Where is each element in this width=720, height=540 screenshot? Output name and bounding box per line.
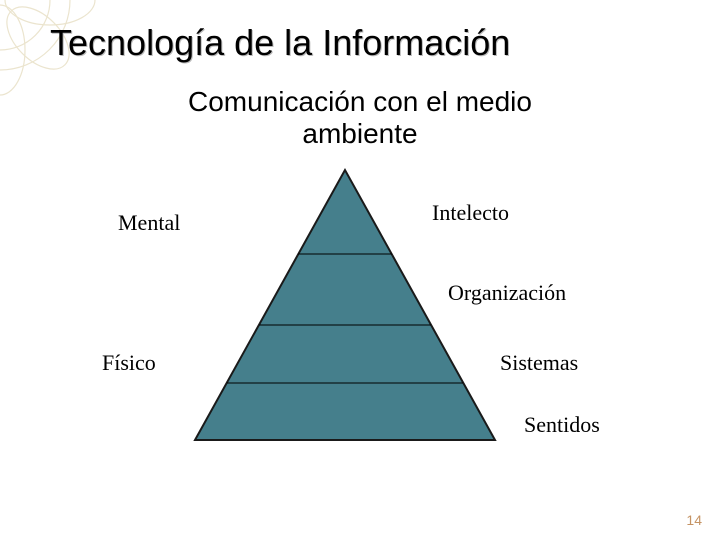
- pyramid-diagram: [0, 0, 720, 540]
- label-organizacion: Organización: [448, 280, 566, 306]
- label-sentidos: Sentidos: [524, 412, 600, 438]
- label-intelecto: Intelecto: [432, 200, 509, 226]
- label-sistemas: Sistemas: [500, 350, 578, 376]
- label-fisico: Físico: [102, 350, 156, 376]
- slide-number: 14: [686, 512, 702, 528]
- label-mental: Mental: [118, 210, 180, 236]
